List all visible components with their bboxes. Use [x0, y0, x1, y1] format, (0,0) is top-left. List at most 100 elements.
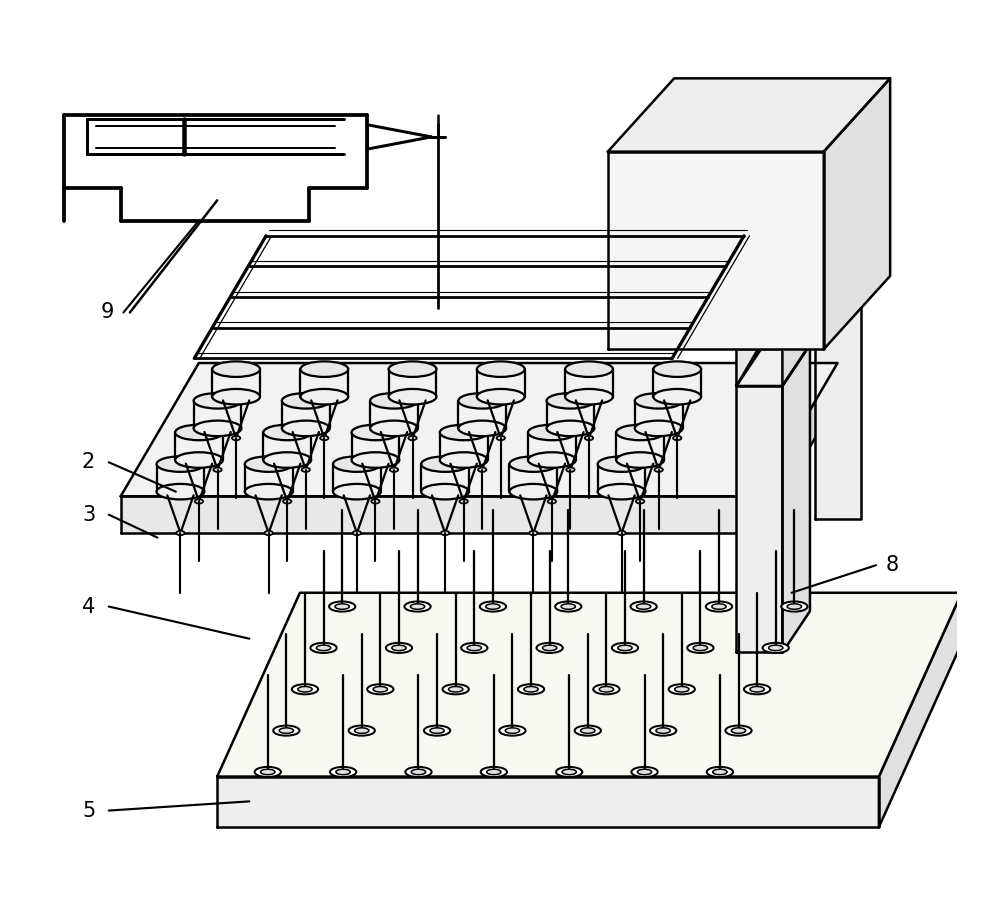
- Ellipse shape: [476, 361, 524, 377]
- Ellipse shape: [460, 642, 487, 653]
- Ellipse shape: [635, 499, 644, 504]
- Ellipse shape: [195, 499, 203, 504]
- Ellipse shape: [297, 686, 312, 692]
- Ellipse shape: [316, 645, 330, 651]
- Ellipse shape: [615, 452, 663, 468]
- Polygon shape: [736, 216, 814, 386]
- Ellipse shape: [429, 728, 443, 733]
- Ellipse shape: [279, 728, 293, 733]
- Ellipse shape: [780, 601, 807, 612]
- Ellipse shape: [281, 421, 329, 437]
- Ellipse shape: [458, 393, 506, 409]
- Polygon shape: [736, 216, 860, 349]
- Ellipse shape: [156, 484, 204, 499]
- Text: 8: 8: [886, 555, 899, 575]
- Ellipse shape: [584, 436, 592, 440]
- Ellipse shape: [194, 421, 242, 437]
- Ellipse shape: [389, 361, 436, 377]
- Ellipse shape: [439, 452, 487, 468]
- Ellipse shape: [611, 642, 637, 653]
- Text: 3: 3: [82, 505, 95, 525]
- Ellipse shape: [442, 684, 468, 695]
- Ellipse shape: [649, 725, 676, 736]
- Ellipse shape: [547, 499, 556, 504]
- Polygon shape: [199, 363, 837, 400]
- Ellipse shape: [617, 645, 631, 651]
- Polygon shape: [781, 308, 809, 386]
- Ellipse shape: [351, 452, 399, 468]
- Ellipse shape: [761, 642, 788, 653]
- Ellipse shape: [674, 686, 688, 692]
- Ellipse shape: [420, 484, 468, 499]
- Ellipse shape: [546, 421, 593, 437]
- Ellipse shape: [175, 425, 223, 440]
- Ellipse shape: [637, 769, 651, 775]
- Polygon shape: [120, 496, 758, 533]
- Ellipse shape: [330, 766, 356, 777]
- Ellipse shape: [405, 766, 431, 777]
- Ellipse shape: [555, 601, 580, 612]
- Ellipse shape: [281, 393, 329, 409]
- Ellipse shape: [496, 436, 504, 440]
- Ellipse shape: [486, 769, 501, 775]
- Ellipse shape: [373, 686, 387, 692]
- Ellipse shape: [546, 393, 593, 409]
- Ellipse shape: [518, 684, 544, 695]
- Polygon shape: [736, 386, 781, 652]
- Ellipse shape: [693, 645, 707, 651]
- Ellipse shape: [592, 684, 619, 695]
- Ellipse shape: [529, 531, 537, 535]
- Ellipse shape: [655, 728, 670, 733]
- Ellipse shape: [301, 468, 310, 471]
- Polygon shape: [758, 363, 837, 533]
- Ellipse shape: [300, 361, 348, 377]
- Ellipse shape: [212, 361, 259, 377]
- Ellipse shape: [562, 769, 576, 775]
- Polygon shape: [781, 345, 809, 652]
- Ellipse shape: [336, 769, 350, 775]
- Ellipse shape: [194, 393, 242, 409]
- Ellipse shape: [705, 601, 732, 612]
- Ellipse shape: [466, 645, 481, 651]
- Ellipse shape: [423, 725, 449, 736]
- Ellipse shape: [300, 389, 348, 404]
- Ellipse shape: [420, 457, 468, 471]
- Ellipse shape: [479, 601, 506, 612]
- Text: 5: 5: [82, 800, 95, 821]
- Ellipse shape: [329, 601, 355, 612]
- Ellipse shape: [653, 361, 701, 377]
- Ellipse shape: [528, 425, 576, 440]
- Ellipse shape: [370, 393, 417, 409]
- Ellipse shape: [636, 604, 650, 609]
- Ellipse shape: [654, 468, 662, 471]
- Ellipse shape: [245, 484, 292, 499]
- Ellipse shape: [509, 457, 557, 471]
- Ellipse shape: [631, 766, 657, 777]
- Ellipse shape: [477, 468, 486, 471]
- Ellipse shape: [575, 725, 600, 736]
- Polygon shape: [607, 78, 890, 152]
- Polygon shape: [823, 78, 890, 349]
- Ellipse shape: [175, 452, 223, 468]
- Ellipse shape: [440, 531, 449, 535]
- Ellipse shape: [687, 642, 713, 653]
- Ellipse shape: [485, 604, 500, 609]
- Ellipse shape: [556, 766, 581, 777]
- Ellipse shape: [371, 499, 380, 504]
- Polygon shape: [736, 345, 809, 386]
- Ellipse shape: [212, 389, 259, 404]
- Ellipse shape: [273, 725, 299, 736]
- Ellipse shape: [630, 601, 656, 612]
- Ellipse shape: [480, 766, 507, 777]
- Polygon shape: [607, 152, 823, 349]
- Ellipse shape: [282, 499, 291, 504]
- Ellipse shape: [653, 389, 701, 404]
- Ellipse shape: [459, 499, 467, 504]
- Ellipse shape: [348, 725, 375, 736]
- Text: 2: 2: [82, 452, 95, 472]
- Ellipse shape: [245, 457, 292, 471]
- Polygon shape: [120, 363, 837, 496]
- Ellipse shape: [448, 686, 462, 692]
- Text: 4: 4: [82, 596, 95, 617]
- Ellipse shape: [476, 389, 524, 404]
